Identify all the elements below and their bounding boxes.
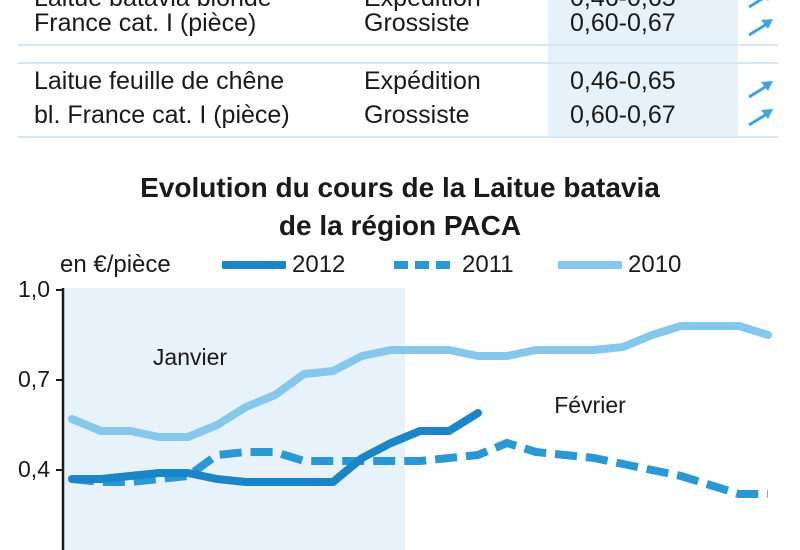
chart-title: Evolution du cours de la Laitue batavia — [140, 172, 660, 203]
row-divider — [18, 62, 778, 64]
y-tick-label: 1,0 — [18, 276, 50, 302]
market-label: Expédition — [364, 0, 481, 13]
legend-swatch-2011 — [394, 261, 454, 269]
row-divider — [18, 136, 778, 138]
period-label-fevrier: Février — [554, 392, 626, 418]
y-tick-label: 0,4 — [18, 456, 50, 482]
price-table: Laitue batavia blonde France cat. I (piè… — [18, 0, 778, 140]
legend-label-2011: 2011 — [462, 251, 514, 278]
period-label-january: Janvier — [153, 344, 227, 370]
series-line-2012 — [68, 409, 482, 486]
legend-label-2012: 2012 — [292, 251, 346, 278]
y-ticks: 1,0 0,7 0,4 0,1 — [18, 276, 63, 550]
price-value: 0,60-0,67 — [570, 9, 676, 37]
trend-up-icon — [748, 81, 773, 99]
series-line-2011 — [71, 439, 768, 498]
chart-subtitle: de la région PACA — [278, 210, 522, 241]
trend-up-icon — [748, 19, 773, 37]
y-tick-label: 0,1 — [18, 546, 50, 550]
market-label: Grossiste — [364, 9, 470, 37]
price-value: 0,60-0,67 — [570, 101, 676, 129]
product-line: Laitue batavia blonde — [34, 0, 272, 13]
unit-label: en €/pièce — [60, 251, 171, 278]
price-column-band — [548, 0, 738, 136]
trend-up-icon — [748, 0, 769, 9]
y-tick-label: 0,7 — [18, 366, 50, 392]
market-label: Expédition — [364, 67, 481, 95]
legend-swatch-2010 — [558, 261, 622, 269]
price-value: 0,46-0,65 — [570, 67, 676, 95]
series-line-2010 — [68, 322, 772, 441]
trend-up-icon — [748, 109, 773, 127]
price-value: 0,46-0,65 — [570, 0, 676, 13]
row-divider — [18, 44, 778, 46]
series-layer — [68, 322, 772, 498]
product-line: Laitue feuille de chêne — [34, 67, 285, 95]
market-label: Grossiste — [364, 101, 470, 129]
product-line: bl. France cat. I (pièce) — [34, 101, 290, 129]
legend-label-2010: 2010 — [628, 251, 682, 278]
legend-swatch-2012 — [222, 261, 286, 269]
product-line: France cat. I (pièce) — [34, 9, 257, 37]
